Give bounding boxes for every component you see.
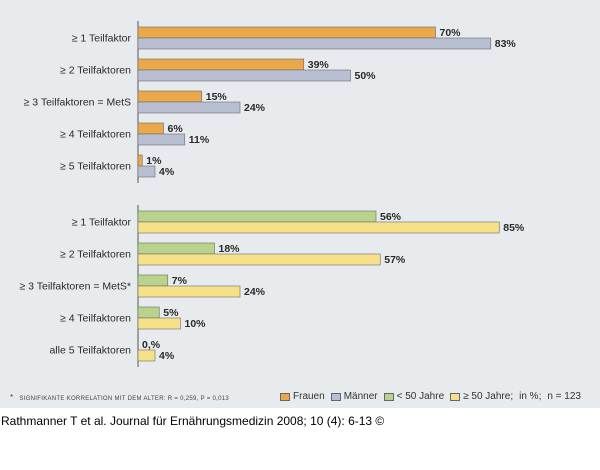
category-label: ≥ 5 Teilfaktoren	[60, 161, 131, 173]
citation: Rathmanner T et al. Journal für Ernährun…	[1, 414, 385, 428]
value-label: 5%	[163, 307, 179, 319]
bar	[137, 242, 215, 255]
legend-unit-note: in %;	[519, 391, 542, 402]
bar	[137, 306, 160, 319]
legend-swatch-over-50	[450, 392, 461, 401]
legend-item-frauen: Frauen	[280, 391, 325, 402]
legend-item-maenner: Männer	[330, 391, 378, 402]
bar	[137, 349, 156, 362]
bar	[137, 274, 169, 287]
value-label: 4%	[159, 166, 175, 178]
value-label: 1%	[146, 155, 162, 167]
bar	[137, 122, 164, 135]
legend-swatch-under-50	[383, 392, 394, 401]
category-label: ≥ 3 Teilfaktoren = MetS	[24, 97, 131, 109]
value-label: 24%	[244, 102, 266, 114]
legend: Frauen Männer < 50 Jahre ≥ 50 Jahre; in …	[280, 391, 587, 402]
bar-chart: ≥ 1 Teilfaktor 70% 83% ≥ 2 Teilfaktoren 39% 5…	[19, 21, 525, 367]
bar	[137, 69, 351, 82]
value-label: 6%	[168, 123, 184, 135]
value-label: 24%	[244, 286, 266, 298]
bar	[137, 253, 381, 266]
legend-n-note: n = 123	[547, 391, 581, 402]
footnote-text: SIGNIFIKANTE KORRELATION MIT DEM ALTER: …	[19, 396, 230, 402]
value-label: 18%	[219, 243, 241, 255]
bar	[137, 133, 186, 146]
footnote: * SIGNIFIKANTE KORRELATION MIT DEM ALTER:…	[10, 393, 229, 402]
category-label: ≥ 2 Teilfaktoren	[60, 249, 131, 261]
bar	[137, 154, 143, 167]
value-label: 7%	[172, 275, 188, 287]
value-label: 83%	[495, 38, 517, 50]
value-label: 85%	[503, 222, 525, 234]
category-label: ≥ 4 Teilfaktoren	[60, 129, 131, 141]
value-label: 10%	[185, 318, 207, 330]
bar	[137, 285, 241, 298]
value-label: 39%	[308, 59, 330, 71]
value-label: 56%	[380, 211, 402, 223]
bar	[137, 210, 377, 223]
category-label: ≥ 1 Teilfaktor	[72, 217, 132, 229]
category-label: ≥ 1 Teilfaktor	[72, 33, 132, 45]
legend-label-over-50: ≥ 50 Jahre;	[463, 391, 514, 402]
legend-swatch-maenner	[330, 392, 341, 401]
legend-item-under-50: < 50 Jahre	[383, 391, 445, 402]
legend-swatch-frauen	[280, 392, 290, 401]
value-label: 11%	[189, 134, 210, 146]
value-label: 0,%	[142, 339, 161, 351]
bar	[137, 90, 203, 103]
value-label: 15%	[206, 91, 228, 103]
bar	[137, 317, 181, 330]
category-label: alle 5 Teilfaktoren	[49, 345, 131, 357]
legend-item-over-50: ≥ 50 Jahre;	[450, 391, 513, 402]
legend-label-maenner: Männer	[343, 391, 378, 402]
category-label: ≥ 2 Teilfaktoren	[60, 65, 131, 77]
bar	[137, 58, 305, 71]
value-label: 70%	[440, 27, 462, 39]
legend-label-under-50: < 50 Jahre	[396, 391, 445, 402]
footnote-marker: *	[10, 393, 14, 402]
value-label: 50%	[355, 70, 377, 82]
bar	[137, 165, 156, 178]
bar	[137, 101, 241, 114]
bar	[137, 26, 436, 39]
bar	[137, 221, 500, 234]
value-label: 57%	[384, 254, 406, 266]
value-label: 4%	[159, 350, 175, 362]
category-label: ≥ 4 Teilfaktoren	[60, 313, 131, 325]
bar	[137, 37, 492, 50]
legend-label-frauen: Frauen	[293, 391, 325, 402]
category-label: ≥ 3 Teilfaktoren = MetS*	[19, 281, 131, 293]
